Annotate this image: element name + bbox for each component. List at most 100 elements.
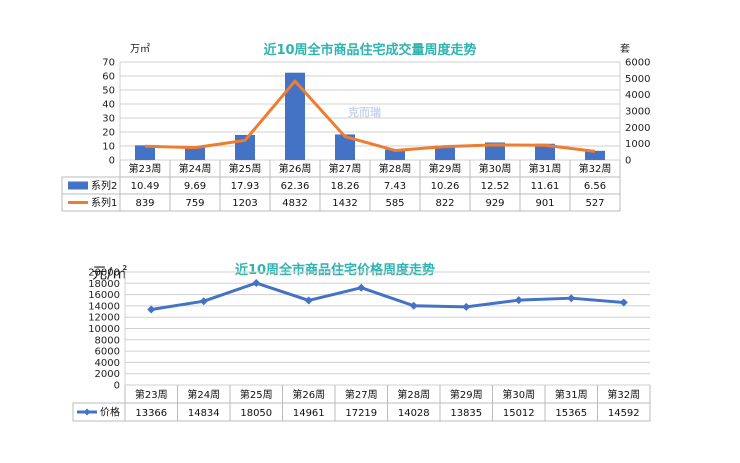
- x-tick-label: 第23周: [129, 162, 162, 175]
- x-tick-label: 第30周: [479, 162, 512, 175]
- table-cell: 12.52: [481, 181, 510, 192]
- data-point: [514, 296, 523, 305]
- table-cell: 18050: [240, 408, 272, 419]
- table-cell: 4832: [282, 198, 307, 209]
- data-point: [252, 279, 261, 288]
- table-cell: 10.49: [131, 181, 160, 192]
- table-cell: 7.43: [384, 181, 406, 192]
- data-point: [619, 298, 628, 307]
- table-cell: 11.61: [531, 181, 560, 192]
- bar: [535, 143, 555, 160]
- y-right-tick-label: 4000: [625, 90, 650, 101]
- bar: [335, 134, 355, 160]
- table-border: [72, 402, 651, 422]
- y-tick-label: 2000: [95, 369, 120, 380]
- y-tick-label: 14000: [88, 301, 120, 312]
- y-left-tick-label: 30: [102, 114, 115, 125]
- bar: [435, 145, 455, 160]
- table-cell: 527: [585, 198, 604, 209]
- x-tick-label: 第24周: [179, 162, 212, 175]
- y-tick-label: 4000: [95, 358, 120, 369]
- x-tick-label: 第26周: [279, 162, 312, 175]
- data-point: [199, 297, 208, 306]
- y-left-tick-label: 0: [109, 156, 115, 167]
- bar: [135, 145, 155, 160]
- y-left-tick-label: 10: [102, 142, 115, 153]
- table-cell: 13366: [135, 408, 167, 419]
- table-cell: 585: [385, 198, 404, 209]
- table-cell: 15012: [503, 408, 535, 419]
- y-right-tick-label: 6000: [625, 58, 650, 69]
- chart1-title: 近10周全市商品住宅成交量周度走势: [263, 42, 476, 58]
- data-point: [147, 305, 156, 314]
- chart2-unit: 元/㎡: [92, 264, 127, 282]
- table-cell: 14028: [398, 408, 430, 419]
- x-tick-label: 第27周: [345, 388, 378, 401]
- data-point: [357, 283, 366, 292]
- y-right-tick-label: 3000: [625, 107, 650, 118]
- table-cell: 1432: [332, 198, 357, 209]
- y-left-tick-label: 40: [102, 100, 115, 111]
- y-tick-label: 6000: [95, 347, 120, 358]
- data-point: [304, 296, 313, 305]
- legend-key-marker: [83, 408, 91, 416]
- table-cell: 9.69: [184, 181, 206, 192]
- x-tick-label: 第29周: [429, 162, 462, 175]
- bar: [385, 149, 405, 160]
- x-tick-label: 第28周: [397, 388, 430, 401]
- legend-label: 价格: [100, 406, 120, 419]
- table-cell: 15365: [555, 408, 587, 419]
- bar: [485, 142, 505, 160]
- legend-label: 系列1: [91, 196, 117, 209]
- series-line: [151, 281, 624, 311]
- x-tick-label: 第25周: [240, 388, 273, 401]
- bar: [185, 146, 205, 160]
- x-tick-label: 第24周: [187, 388, 220, 401]
- x-tick-label: 第23周: [135, 388, 168, 401]
- table-cell: 10.26: [431, 181, 460, 192]
- y-left-tick-label: 50: [102, 86, 115, 97]
- y-tick-label: 8000: [95, 335, 120, 346]
- table-cell: 929: [485, 198, 504, 209]
- y-left-tick-label: 20: [102, 128, 115, 139]
- table-cell: 17219: [345, 408, 377, 419]
- y-right-tick-label: 2000: [625, 123, 650, 134]
- table-cell: 14834: [188, 408, 220, 419]
- table-cell: 62.36: [281, 181, 310, 192]
- y-right-tick-label: 5000: [625, 74, 650, 85]
- chart1-left-unit: 万㎡: [130, 43, 150, 55]
- data-point: [462, 302, 471, 311]
- y-tick-label: 0: [114, 381, 120, 392]
- chart2-title: 近10周全市商品住宅价格周度走势: [235, 262, 435, 278]
- table-cell: 822: [435, 198, 454, 209]
- x-tick-label: 第27周: [329, 162, 362, 175]
- y-tick-label: 16000: [88, 290, 120, 301]
- y-right-tick-label: 1000: [625, 139, 650, 150]
- table-cell: 18.26: [331, 181, 360, 192]
- table-cell: 14961: [293, 408, 325, 419]
- table-cell: 17.93: [231, 181, 260, 192]
- x-tick-label: 第30周: [502, 388, 535, 401]
- y-tick-label: 18000: [88, 279, 120, 290]
- x-tick-label: 第25周: [229, 162, 262, 175]
- y-tick-label: 12000: [88, 313, 120, 324]
- bar: [585, 150, 605, 160]
- watermark-logo: 克而瑞: [348, 105, 381, 119]
- x-tick-label: 第28周: [379, 162, 412, 175]
- x-tick-label: 第31周: [529, 162, 562, 175]
- data-point: [409, 301, 418, 310]
- y-tick-label: 20000: [88, 268, 120, 279]
- x-tick-label: 第31周: [555, 388, 588, 401]
- volume-chart: 近10周全市商品住宅成交量周度走势 万㎡ 套 克而瑞 0 10 20 30 40 50 60…: [61, 42, 650, 212]
- table-cell: 6.56: [584, 181, 606, 192]
- legend-label: 系列2: [91, 179, 117, 192]
- x-tick-label: 第32周: [607, 388, 640, 401]
- x-tick-label: 第26周: [292, 388, 325, 401]
- table-cell: 14592: [608, 408, 640, 419]
- y-left-tick-label: 70: [102, 58, 115, 69]
- table-cell: 1203: [232, 198, 257, 209]
- table-cell: 13835: [450, 408, 482, 419]
- legend-key-bar: [68, 181, 88, 190]
- y-tick-label: 10000: [88, 324, 120, 335]
- chart1-right-unit: 套: [620, 42, 630, 55]
